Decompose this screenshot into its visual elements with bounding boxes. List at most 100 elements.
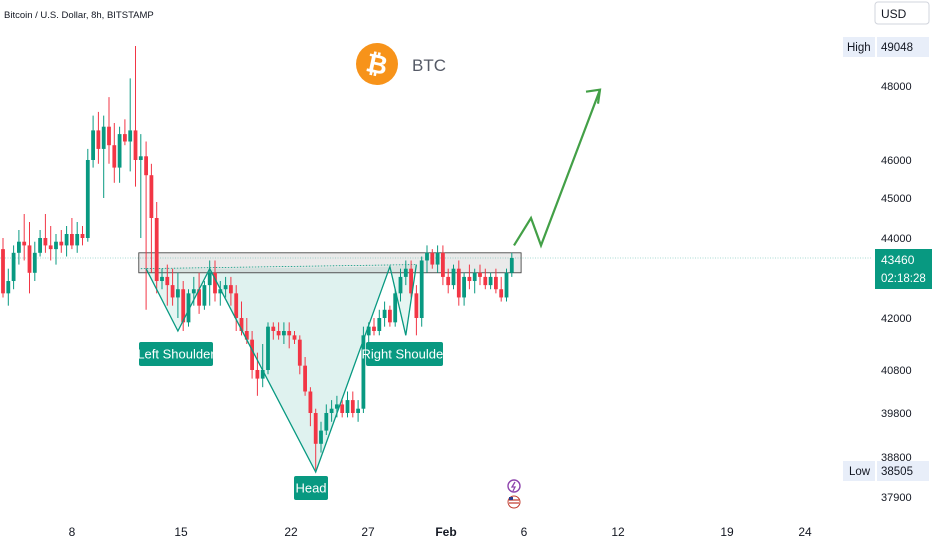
candle-body[interactable] [435,252,440,265]
candle-body[interactable] [128,130,133,142]
candle-body[interactable] [197,289,201,306]
candle-body[interactable] [308,391,313,414]
candle-body[interactable] [356,408,360,413]
candle-body[interactable] [133,130,138,160]
candle-body[interactable] [91,130,95,160]
candle-body[interactable] [467,276,472,282]
candle-body[interactable] [229,285,233,294]
candle-body[interactable] [303,365,307,392]
candle-body[interactable] [414,293,419,318]
candle-body[interactable] [366,326,371,336]
candle-body[interactable] [430,252,435,265]
candle-body[interactable] [483,276,488,286]
candle-body[interactable] [266,326,270,370]
candle-body[interactable] [239,318,244,331]
candle-body[interactable] [419,260,424,318]
currency-box[interactable] [874,1,930,25]
candle-body[interactable] [478,272,482,277]
candle-body[interactable] [170,285,175,298]
candle-body[interactable] [59,241,64,246]
candle-body[interactable] [398,276,403,294]
candle-body[interactable] [96,130,101,149]
candle-body[interactable] [234,293,239,318]
candle-body[interactable] [313,413,318,444]
candle-body[interactable] [319,430,323,444]
candle-body[interactable] [54,241,58,250]
candle-body[interactable] [504,272,509,298]
candle-body[interactable] [48,245,53,250]
candle-body[interactable] [377,318,382,331]
candle-body[interactable] [144,156,148,176]
candle-body[interactable] [101,126,106,149]
candle-body[interactable] [488,276,493,286]
candle-body[interactable] [255,370,260,379]
candle-body[interactable] [403,268,408,277]
candle-body[interactable] [223,285,228,290]
candle-body[interactable] [282,331,286,336]
candle-body[interactable] [202,285,207,306]
candle-body[interactable] [350,400,355,413]
candle-body[interactable] [462,276,466,298]
candle-body[interactable] [160,276,164,282]
candle-body[interactable] [6,281,11,294]
candle-body[interactable] [509,258,514,273]
candle-body[interactable] [372,326,376,331]
candle-body[interactable] [324,413,329,431]
candle-body[interactable] [361,335,366,409]
candle-body[interactable] [165,276,170,286]
candle-body[interactable] [382,309,387,318]
candle-body[interactable] [287,331,292,336]
candle-body[interactable] [393,293,398,323]
candle-body[interactable] [112,145,117,168]
candle-body[interactable] [117,134,122,168]
candle-body[interactable] [456,268,461,298]
candle-body[interactable] [1,249,5,294]
lightning-icon[interactable] [507,479,521,493]
candle-body[interactable] [123,134,127,142]
candle-body[interactable] [138,156,143,160]
candle-body[interactable] [409,268,413,294]
candle-body[interactable] [340,404,345,413]
candle-body[interactable] [271,326,276,331]
candle-body[interactable] [244,331,249,340]
neckline-zone[interactable] [138,252,522,274]
candle-body[interactable] [75,234,80,246]
candle-body[interactable] [446,276,451,286]
candle-body[interactable] [297,339,302,366]
candle-body[interactable] [85,160,90,238]
candle-body[interactable] [441,252,445,277]
candle-body[interactable] [11,252,16,282]
candle-body[interactable] [17,241,21,253]
candle-body[interactable] [451,268,456,286]
candle-body[interactable] [107,126,111,146]
candle-body[interactable] [335,404,339,409]
candle-body[interactable] [80,234,85,238]
candle-body[interactable] [70,234,74,246]
candle-body[interactable] [27,245,32,273]
candle-body[interactable] [32,252,37,273]
candle-body[interactable] [388,309,392,323]
candle-body[interactable] [191,289,196,294]
candle-body[interactable] [472,272,477,282]
candle-body[interactable] [218,289,223,294]
candle-body[interactable] [425,252,429,261]
candle-body[interactable] [499,289,504,298]
candle-body[interactable] [250,339,254,370]
candle-body[interactable] [260,370,265,379]
candle-body[interactable] [213,272,217,294]
candle-body[interactable] [329,408,334,413]
candle-body[interactable] [154,218,159,282]
candle-body[interactable] [38,238,42,253]
candle-body[interactable] [43,238,48,246]
candle-body[interactable] [64,234,69,246]
event-markers[interactable] [507,479,521,509]
candle-body[interactable] [149,175,154,218]
candle-body[interactable] [186,293,191,323]
candle-body[interactable] [276,331,281,336]
candle-body[interactable] [176,289,180,298]
candle-body[interactable] [292,335,297,340]
candle-body[interactable] [345,400,350,413]
candle-body[interactable] [22,241,27,246]
candle-body[interactable] [207,272,212,286]
